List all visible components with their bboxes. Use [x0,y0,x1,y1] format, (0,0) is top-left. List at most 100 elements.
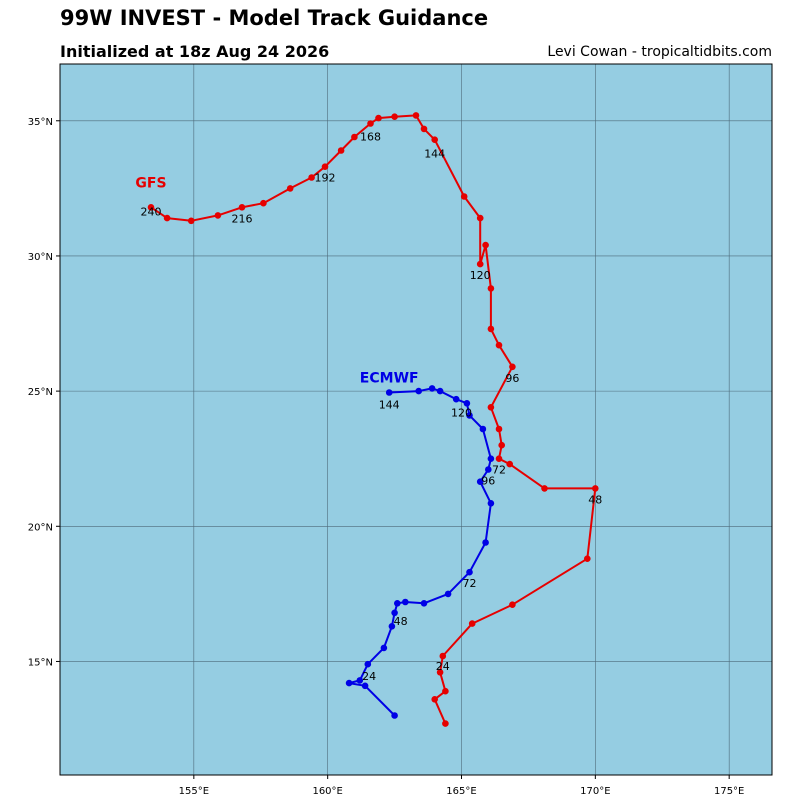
forecast-hour-label: 120 [470,269,491,282]
track-point [468,620,476,627]
axis-ticks: 155°E 160°E 165°E 170°E 175°E 15°N 20°N 25°N 30°… [28,117,745,797]
map-subtitle: Initialized at 18z Aug 24 2026 [60,42,330,61]
forecast-hour-label: 120 [451,406,472,419]
track-point [364,660,372,668]
track-point [337,147,345,154]
lat-tick-label: 15°N [28,657,53,668]
track-point [388,623,396,630]
forecast-hour-label: 144 [379,399,400,412]
track-point [214,212,222,219]
track-point [260,199,267,207]
track-point [476,260,484,268]
track-point [463,400,471,407]
credit-text: Levi Cowan - tropicaltidbits.com [547,44,772,60]
track-point [487,285,495,292]
track-point [286,185,294,192]
track-point [442,720,449,727]
forecast-hour-label: 216 [232,212,253,225]
lat-tick-label: 20°N [28,522,53,533]
track-point [439,652,447,660]
track-point [147,204,155,211]
track-point [356,677,364,684]
forecast-hour-label: 24 [436,660,450,673]
track-point [482,241,489,249]
track-point [361,682,369,690]
forecast-hour-label: 72 [463,577,477,590]
forecast-hour-label: 48 [394,615,408,628]
track-point [466,568,473,576]
forecast-hour-label: 48 [588,493,602,506]
track-point [452,395,460,403]
track-point [415,387,423,395]
track-point [466,412,473,419]
model-name-label: GFS [135,175,166,191]
lon-tick-label: 170°E [580,786,610,797]
forecast-hour-label: 240 [141,205,162,218]
lat-tick-label: 35°N [28,117,53,128]
track-point [420,600,428,607]
track-point [476,214,484,222]
track-point [431,136,439,143]
map-ocean [60,64,772,775]
track-point [584,555,591,562]
track-point [385,389,393,396]
track-point [487,404,495,411]
track-point [482,539,489,546]
lon-tick-label: 165°E [446,786,476,797]
track-point [420,125,428,133]
track-point [391,712,398,719]
track-point [345,679,353,687]
lon-tick-label: 155°E [179,786,209,797]
track-point [431,696,439,703]
track-point [506,460,513,468]
track-point [436,669,444,676]
track-point [394,600,401,607]
track-point [442,687,449,695]
track-point [428,385,436,392]
track-point [402,598,409,606]
track-point [380,644,388,652]
forecast-hour-label: 96 [505,372,519,385]
track-point [460,193,468,200]
track-point [391,609,398,617]
track-point [321,163,329,170]
track-point [509,363,516,371]
map-title: 99W INVEST - Model Track Guidance [60,6,489,30]
forecast-hour-label: 144 [424,148,445,161]
lat-tick-label: 30°N [28,252,53,263]
track-point [495,425,503,433]
track-point [367,120,374,127]
track-point [485,466,492,473]
track-point [592,485,599,492]
forecast-hour-label: 192 [315,172,336,185]
track-point [487,500,495,507]
track-point [391,113,398,120]
track-point [238,204,246,211]
forecast-hour-label: 96 [481,475,495,488]
track-point [487,455,495,463]
track-point [476,478,484,486]
lon-tick-label: 160°E [312,786,342,797]
track-ecmwf: 24 48 72 96 120 144 ECMWF [345,371,495,719]
lon-tick-label: 175°E [714,786,744,797]
track-point [495,455,503,463]
track-point [498,441,506,449]
track-point [187,217,195,225]
track-point [541,485,548,492]
forecast-hour-label: 72 [492,464,506,477]
track-point [412,112,420,119]
track-point [509,601,516,608]
forecast-hour-label: 24 [362,670,376,683]
track-line-gfs [150,114,597,725]
track-point [436,387,444,395]
model-tracks: 24487296120144168192216240GFS24487296120… [135,112,602,727]
track-point [308,174,315,181]
track-point [163,214,171,222]
track-point [444,590,452,598]
model-name-label: ECMWF [360,371,419,387]
track-point [351,133,358,141]
map-frame [59,63,773,776]
track-point [495,341,503,349]
